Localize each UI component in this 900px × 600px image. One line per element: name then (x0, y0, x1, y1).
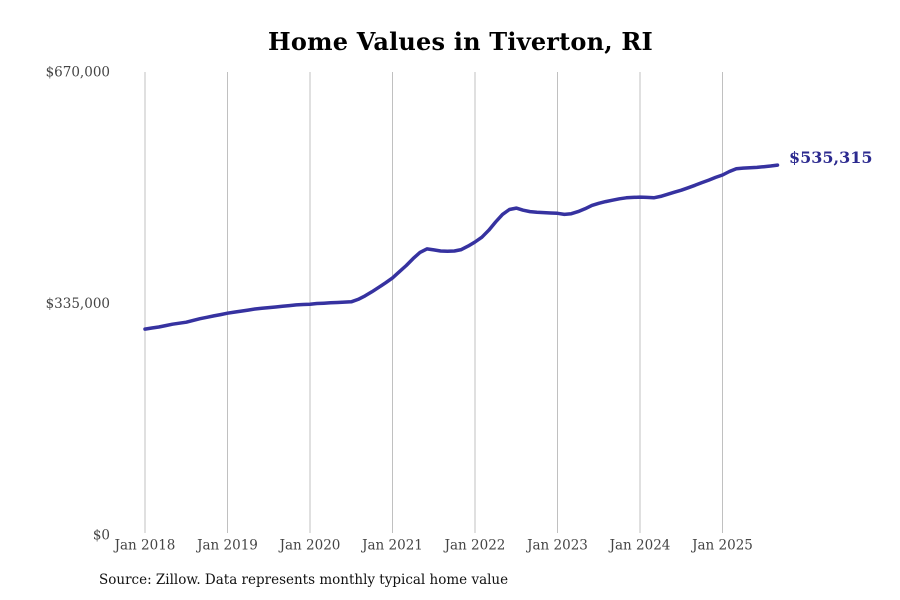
x-tick-label: Jan 2023 (525, 538, 588, 554)
x-tick-label: Jan 2018 (113, 538, 176, 554)
final-value-label: $535,315 (789, 148, 873, 167)
x-tick-label: Jan 2019 (195, 538, 258, 554)
x-tick-label: Jan 2020 (278, 538, 341, 554)
source-note: Source: Zillow. Data represents monthly … (99, 572, 509, 588)
x-tick-label: Jan 2025 (690, 538, 753, 554)
y-tick-label: $670,000 (46, 65, 110, 81)
y-tick-label: $0 (93, 528, 110, 544)
chart-title: Home Values in Tiverton, RI (268, 27, 653, 56)
home-value-line (143, 163, 780, 331)
y-tick-label: $335,000 (46, 296, 110, 312)
x-tick-label: Jan 2022 (443, 538, 506, 554)
x-tick-label: Jan 2024 (608, 538, 671, 554)
x-tick-label: Jan 2021 (360, 538, 423, 554)
